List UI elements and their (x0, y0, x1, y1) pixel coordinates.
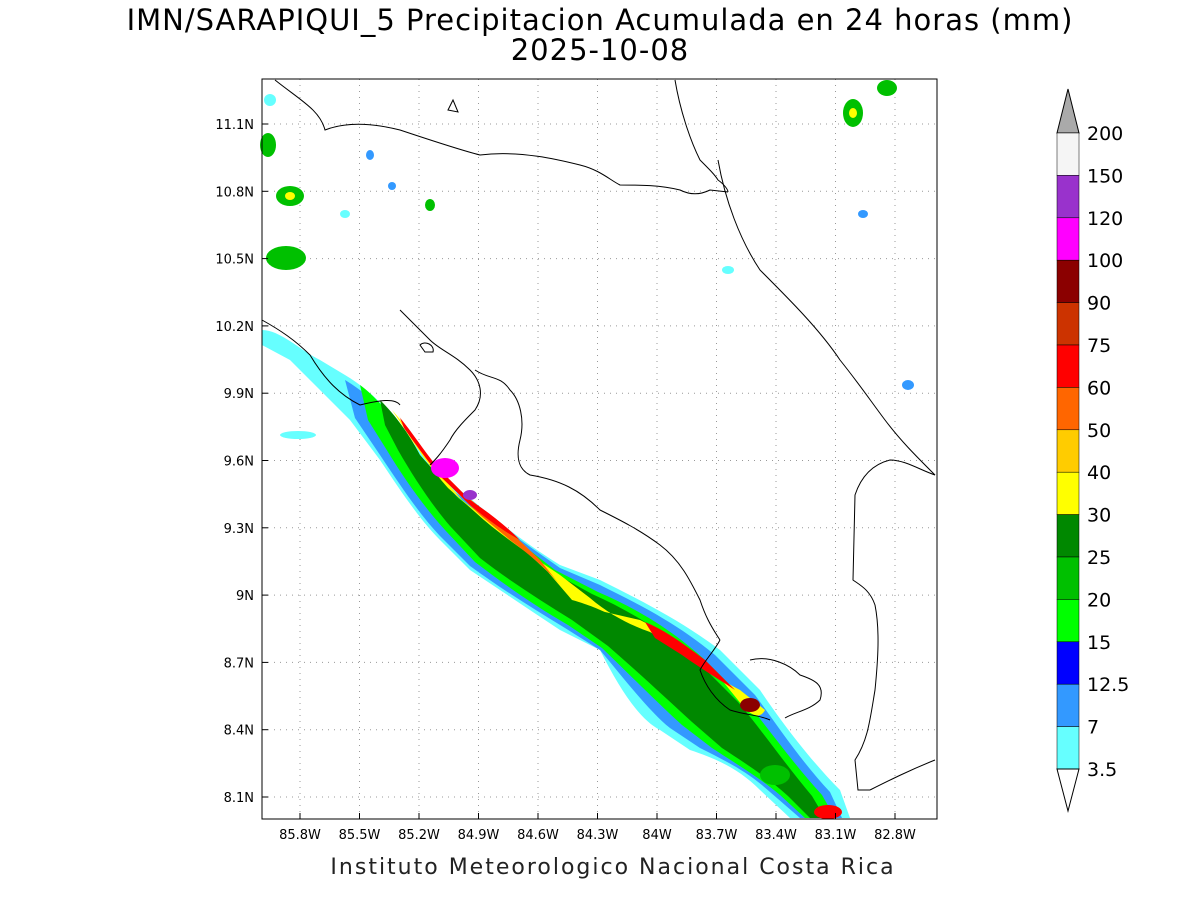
lon-tick-label: 84.3W (577, 828, 619, 843)
colorbar-label: 90 (1087, 293, 1111, 315)
colorbar-swatch (1056, 683, 1080, 727)
colorbar-label: 20 (1087, 589, 1111, 611)
precip-cell (425, 199, 435, 211)
lon-tick-label: 84W (642, 828, 672, 843)
lat-tick-label: 10.2N (215, 320, 254, 335)
precip-cell (902, 380, 914, 390)
precip-band-100 (740, 698, 760, 712)
colorbar-under-triangle (1056, 768, 1080, 813)
colorbar-swatch (1056, 217, 1080, 261)
lat-tick-label: 10.8N (215, 185, 254, 200)
precip-cell (340, 210, 350, 218)
precip-band-150 (463, 490, 477, 500)
precip-cell (760, 765, 790, 785)
precip-cell (260, 133, 276, 157)
lat-tick-label: 9.6N (224, 455, 254, 470)
coastlines-and-borders (261, 79, 936, 791)
colorbar-swatch (1056, 429, 1080, 473)
colorbar-swatch (1056, 641, 1080, 685)
colorbar-label: 12.5 (1087, 674, 1129, 696)
colorbar-label: 3.5 (1087, 759, 1117, 781)
lon-tick-label: 83.7W (696, 828, 738, 843)
precip-cell (285, 192, 295, 200)
colorbar-swatch (1056, 344, 1080, 388)
lat-tick-label: 9.9N (224, 387, 254, 402)
lon-tick-label: 85.8W (279, 828, 321, 843)
precip-band-75b (645, 622, 735, 690)
precip-cell (849, 108, 857, 118)
lat-tick-label: 8.7N (224, 656, 254, 671)
colorbar-label: 150 (1087, 165, 1123, 187)
colorbar-label: 40 (1087, 462, 1111, 484)
colorbar-swatch (1056, 514, 1080, 558)
colorbar-label: 25 (1087, 547, 1111, 569)
axis-ticks: 85.8W 85.5W 85.2W 84.9W 84.6W 84.3W 84W 83.7W 83… (215, 118, 916, 843)
footer-credit: Instituto Meteorologico Nacional Costa R… (330, 855, 896, 880)
colorbar-label: 7 (1087, 717, 1099, 739)
lon-tick-label: 84.9W (458, 828, 500, 843)
map-date: 2025-10-08 (510, 33, 690, 67)
lat-tick-label: 9.3N (224, 522, 254, 537)
map-title: IMN/SARAPIQUI_5 Precipitacion Acumulada … (126, 3, 1074, 37)
lon-tick-label: 82.8W (874, 828, 916, 843)
colorbar-swatch (1056, 556, 1080, 600)
precip-cell (814, 805, 842, 819)
colorbar-swatch (1056, 599, 1080, 643)
colorbar-label: 15 (1087, 632, 1111, 654)
lon-tick-label: 84.6W (517, 828, 559, 843)
lat-tick-label: 10.5N (215, 253, 254, 268)
lat-tick-label: 8.1N (224, 791, 254, 806)
colorbar-label: 75 (1087, 335, 1111, 357)
precipitation-field (260, 80, 914, 819)
colorbar-label: 200 (1087, 123, 1123, 145)
lon-tick-label: 83.1W (815, 828, 857, 843)
precip-cell (858, 210, 868, 218)
precip-band-60 (398, 415, 560, 585)
colorbar-swatch (1056, 132, 1080, 176)
lat-tick-label: 9N (236, 589, 254, 604)
colorbar-label: 60 (1087, 377, 1111, 399)
precip-band-120 (431, 458, 459, 478)
colorbar-swatch (1056, 175, 1080, 219)
colorbar-label: 120 (1087, 208, 1123, 230)
precip-cell (722, 266, 734, 274)
colorbar-label: 100 (1087, 250, 1123, 272)
colorbar-swatch (1056, 726, 1080, 770)
colorbar-label: 30 (1087, 505, 1111, 527)
precip-cell (366, 150, 374, 160)
colorbar-swatch (1056, 471, 1080, 515)
colorbar-swatch (1056, 302, 1080, 346)
precip-cell (388, 182, 396, 190)
lat-tick-label: 11.1N (215, 118, 254, 133)
map-frame (261, 78, 938, 820)
colorbar-swatch (1056, 387, 1080, 431)
precip-cell (280, 431, 316, 439)
precip-cell (264, 94, 276, 106)
precip-cell (877, 80, 897, 96)
lon-tick-label: 85.5W (339, 828, 381, 843)
colorbar-swatch (1056, 259, 1080, 303)
colorbar-over-triangle (1056, 88, 1080, 134)
lon-tick-label: 83.4W (755, 828, 797, 843)
grid-lines (262, 79, 937, 819)
precip-cell (266, 246, 306, 270)
colorbar-label: 50 (1087, 420, 1111, 442)
colorbar: 200 150 120 100 90 75 60 50 40 30 25 20 15 12.5 7 3.5 (1056, 88, 1129, 813)
lon-tick-label: 85.2W (398, 828, 440, 843)
lat-tick-label: 8.4N (224, 724, 254, 739)
